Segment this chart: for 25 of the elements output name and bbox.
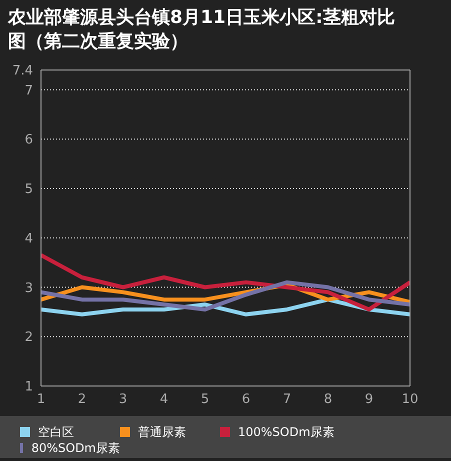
y-tick-label: 5 (24, 182, 33, 198)
x-tick-label: 5 (200, 392, 210, 408)
chart-title: 农业部肇源县头台镇8月11日玉米小区:茎粗对比图（第二次重复实验） (6, 6, 396, 54)
line-series (41, 280, 410, 312)
legend-label: 100%SODm尿素 (238, 424, 334, 440)
legend-label: 80%SODm尿素 (31, 440, 120, 456)
y-tick-label: 3 (24, 280, 33, 296)
legend-label: 普通尿素 (138, 424, 186, 440)
x-tick-label: 10 (402, 392, 418, 408)
y-tick-label: 6 (24, 132, 33, 148)
x-tick-label: 9 (364, 392, 374, 408)
x-tick-label: 8 (324, 392, 332, 408)
y-tick-label: 2 (24, 330, 33, 346)
y-tick-label: 7 (24, 83, 33, 98)
y-tick-label: 1 (24, 380, 33, 395)
x-tick-label: 7 (282, 392, 292, 408)
y-tick-label: 7.4 (12, 64, 33, 79)
x-tick-label: 4 (160, 392, 168, 408)
x-tick-label: 3 (118, 392, 128, 408)
x-tick-label: 2 (78, 392, 86, 408)
legend-label: 空白区 (38, 424, 74, 440)
line-series (41, 253, 410, 312)
y-tick-label: 4 (24, 231, 33, 246)
x-tick-label: 6 (242, 392, 250, 408)
x-tick-label: 1 (36, 392, 46, 408)
